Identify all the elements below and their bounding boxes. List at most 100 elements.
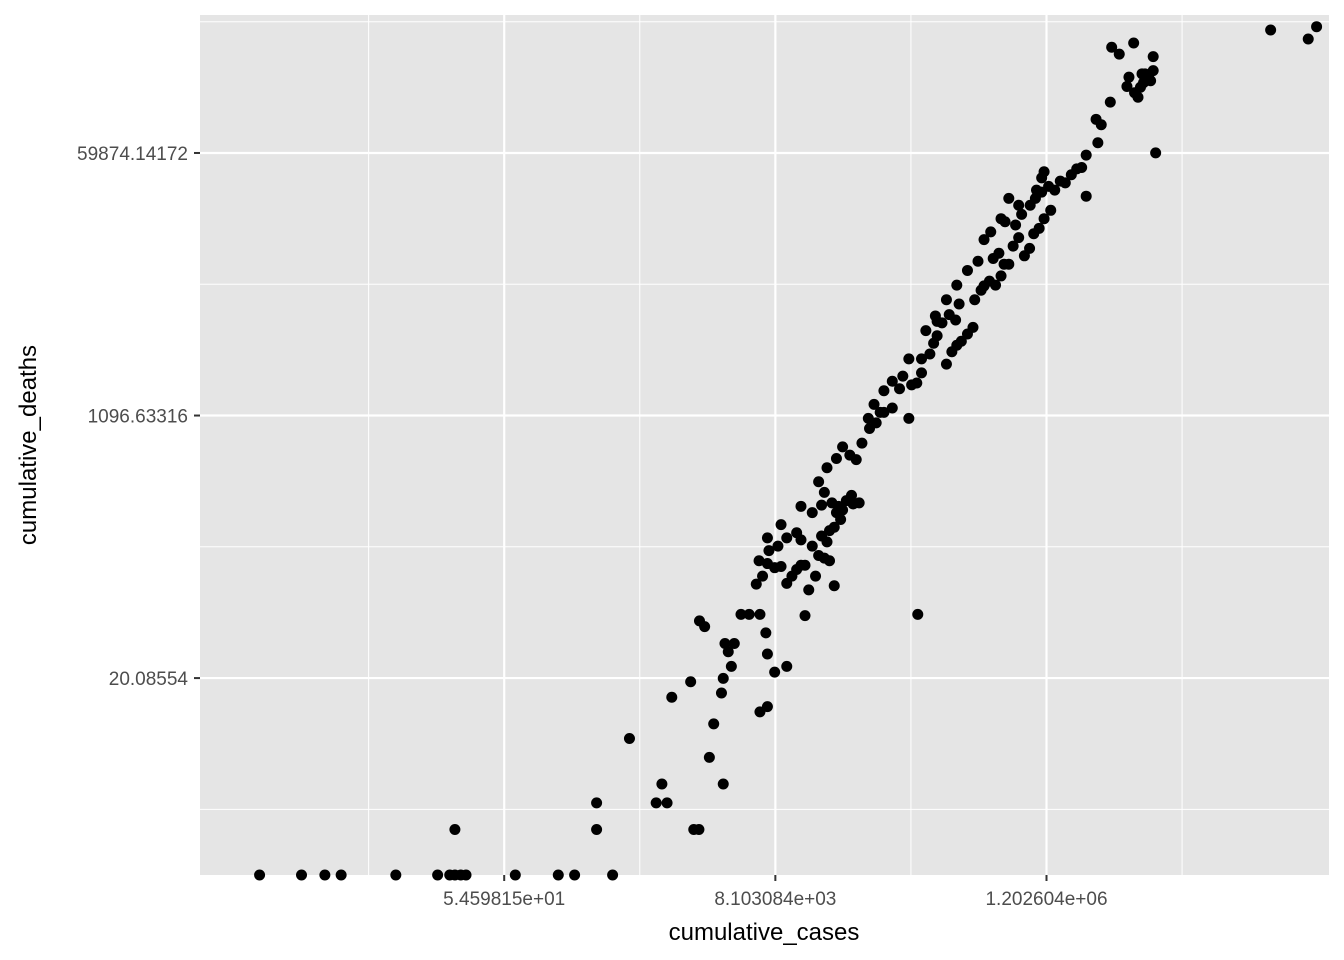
data-point — [936, 317, 948, 329]
data-point — [296, 869, 308, 881]
major-gridlines — [200, 15, 1329, 875]
data-point — [850, 454, 862, 466]
data-point — [995, 270, 1007, 282]
data-point — [856, 437, 868, 449]
data-point — [591, 824, 603, 836]
data-point — [878, 385, 890, 397]
data-point — [1121, 80, 1133, 92]
data-point — [725, 660, 737, 672]
data-point — [920, 325, 932, 337]
data-point — [1031, 184, 1043, 196]
data-point — [569, 869, 581, 881]
data-point — [1147, 65, 1159, 77]
data-point — [929, 310, 941, 322]
data-point — [1106, 41, 1118, 53]
data-point — [1016, 208, 1028, 220]
data-point — [810, 570, 822, 582]
data-point — [449, 824, 461, 836]
data-point — [1059, 177, 1071, 189]
data-point — [1128, 37, 1140, 49]
data-point — [950, 314, 962, 326]
y-tick-label: 59874.14172 — [77, 144, 188, 165]
y-axis-title: cumulative_deaths — [15, 345, 42, 545]
data-point — [335, 869, 347, 881]
data-point — [940, 358, 952, 370]
data-point — [990, 279, 1002, 291]
y-tick-label: 20.08554 — [109, 669, 189, 690]
data-point — [985, 226, 997, 238]
data-point — [853, 497, 865, 509]
data-point — [1076, 161, 1088, 173]
data-point — [735, 608, 747, 620]
data-point — [1033, 222, 1045, 234]
data-point — [940, 294, 952, 306]
data-point — [916, 353, 928, 365]
data-point — [1150, 147, 1162, 159]
data-point — [1104, 96, 1116, 108]
data-point — [821, 462, 833, 474]
data-point — [1013, 232, 1025, 244]
data-point — [1095, 119, 1107, 131]
data-point — [763, 545, 775, 557]
data-point — [754, 608, 766, 620]
data-point — [903, 412, 915, 424]
data-point — [1265, 24, 1277, 36]
data-point — [1013, 199, 1025, 211]
data-point — [1045, 204, 1057, 216]
data-point — [728, 638, 740, 650]
data-point — [1080, 190, 1092, 202]
data-point — [868, 398, 880, 410]
data-point — [1036, 172, 1048, 184]
data-point — [1080, 149, 1092, 161]
data-point — [390, 869, 402, 881]
data-point — [924, 348, 936, 360]
data-point — [795, 500, 807, 512]
data-point — [816, 499, 828, 511]
x-axis: 5.459815e+01 8.103084e+03 1.202604e+06 — [443, 875, 1108, 910]
data-point — [661, 797, 673, 809]
data-point — [799, 559, 811, 571]
data-point — [460, 869, 472, 881]
data-point — [753, 555, 765, 567]
data-point — [1024, 242, 1036, 254]
data-point — [830, 452, 842, 464]
data-point — [894, 383, 906, 395]
data-point — [623, 733, 635, 745]
data-point — [1010, 219, 1022, 231]
data-point — [719, 638, 731, 650]
data-point — [806, 507, 818, 519]
data-point — [824, 555, 836, 567]
data-point — [1123, 71, 1135, 83]
data-point — [1132, 91, 1144, 103]
data-point — [761, 701, 773, 713]
data-point — [928, 337, 940, 349]
data-point — [906, 379, 918, 391]
data-point — [1007, 240, 1019, 252]
data-point — [953, 298, 965, 310]
data-point — [1145, 75, 1157, 87]
data-point — [835, 513, 847, 525]
data-point — [1003, 192, 1015, 204]
data-point — [781, 532, 793, 544]
x-tick-label: 1.202604e+06 — [985, 889, 1107, 910]
data-point — [715, 687, 727, 699]
data-point — [1049, 184, 1061, 196]
x-axis-title: cumulative_cases — [669, 919, 860, 946]
data-point — [821, 536, 833, 548]
data-point — [703, 751, 715, 763]
data-point — [878, 406, 890, 418]
data-points — [254, 21, 1323, 881]
data-point — [760, 627, 772, 639]
x-tick-label: 5.459815e+01 — [443, 889, 565, 910]
minor-gridlines — [200, 15, 1329, 875]
data-point — [1147, 51, 1159, 63]
data-point — [708, 718, 720, 730]
data-point — [993, 247, 1005, 259]
data-point — [995, 213, 1007, 225]
data-point — [897, 370, 909, 382]
data-point — [912, 608, 924, 620]
data-point — [666, 691, 678, 703]
data-point — [961, 264, 973, 276]
data-point — [319, 869, 331, 881]
data-point — [969, 294, 981, 306]
